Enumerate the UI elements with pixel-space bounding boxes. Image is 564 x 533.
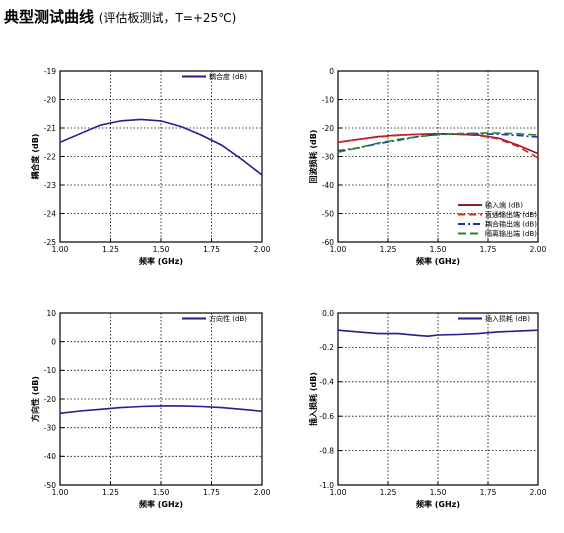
y-tick-label: -20 <box>322 124 334 133</box>
chart-1: 1.00 1.25 1.50 1.75 2.00 -19 -20 -21 -22 -23 -24 -2… <box>30 67 271 266</box>
series-line-1 <box>337 132 539 155</box>
y-tick-label: -40 <box>44 452 56 461</box>
y-tick-label: -0.6 <box>319 412 334 421</box>
y-tick-label: -10 <box>44 366 56 375</box>
x-tick-label: 1.50 <box>153 488 170 497</box>
legend-label: 隔离输出端 (dB) <box>485 229 537 238</box>
series-line-4 <box>337 132 539 153</box>
y-axis-label: 耦合度 (dB) <box>30 134 40 180</box>
y-tick-label: -30 <box>44 423 56 432</box>
legend: 输入端 (dB)直通输出端 (dB)耦合输出端 (dB)隔离输出端 (dB) <box>458 201 537 238</box>
y-axis-label: 插入损耗 (dB) <box>308 372 318 426</box>
y-axis-label: 回波损耗 (dB) <box>308 130 318 184</box>
chart-4: 1.00 1.25 1.50 1.75 2.00 0.0 -0.2 -0.4 -0.6 -0.8 -… <box>308 309 547 509</box>
x-tick-label: 1.25 <box>380 245 397 254</box>
x-tick-label: 2.00 <box>254 488 271 497</box>
x-tick-label: 1.00 <box>330 488 347 497</box>
grid <box>338 71 538 242</box>
legend-label: 直通输出端 (dB) <box>485 210 537 219</box>
y-tick-label: -50 <box>44 481 56 490</box>
y-tick-label: -60 <box>322 238 334 247</box>
chart-3: 1.00 1.25 1.50 1.75 2.00 10 0 -10 -20 -30 -40 -50 频率… <box>30 309 271 509</box>
y-tick-label: -0.2 <box>319 343 334 352</box>
y-tick-label: -21 <box>44 124 56 133</box>
x-axis-label: 频率 (GHz) <box>139 256 183 266</box>
series-line-1 <box>59 118 263 176</box>
chart-2: 1.00 1.25 1.50 1.75 2.00 0 -10 -20 -30 -40 -50 -60 频… <box>308 67 547 266</box>
legend-label: 输入端 (dB) <box>485 201 523 210</box>
y-tick-label: -19 <box>44 67 56 76</box>
y-tick-label: -1.0 <box>319 481 334 490</box>
y-tick-label: -50 <box>322 209 334 218</box>
x-axis-label: 频率 (GHz) <box>416 256 460 266</box>
y-tick-label: -40 <box>322 181 334 190</box>
grid <box>60 313 262 485</box>
y-tick-label: -30 <box>322 152 334 161</box>
series-line-1 <box>59 405 263 415</box>
x-tick-label: 1.50 <box>153 245 170 254</box>
legend: 耦合度 (dB) <box>182 72 247 81</box>
y-tick-label: 0 <box>329 67 334 76</box>
y-tick-label: 0.0 <box>322 309 334 318</box>
x-tick-label: 1.25 <box>102 488 119 497</box>
legend-label: 耦合输出端 (dB) <box>485 220 537 229</box>
x-tick-label: 2.00 <box>530 488 547 497</box>
page-title: 典型测试曲线 (评估板测试，T=+25℃) <box>4 6 236 27</box>
y-axis-label: 方向性 (dB) <box>30 376 40 422</box>
x-tick-label: 1.75 <box>203 488 220 497</box>
y-tick-label: -20 <box>44 395 56 404</box>
x-tick-label: 1.50 <box>430 245 447 254</box>
y-tick-label: -25 <box>44 238 56 247</box>
legend-label: 方向性 (dB) <box>209 314 247 323</box>
y-tick-label: -10 <box>322 95 334 104</box>
x-tick-label: 1.00 <box>52 245 69 254</box>
x-tick-label: 1.00 <box>330 245 347 254</box>
grid <box>60 71 262 242</box>
x-axis-label: 频率 (GHz) <box>416 499 460 509</box>
x-tick-label: 1.75 <box>480 245 497 254</box>
legend-label: 耦合度 (dB) <box>209 72 247 81</box>
page-title-sub: (评估板测试，T=+25℃) <box>98 11 237 25</box>
x-tick-label: 1.00 <box>52 488 69 497</box>
x-tick-label: 1.25 <box>380 488 397 497</box>
legend: 方向性 (dB) <box>182 314 247 323</box>
y-tick-label: -0.8 <box>319 446 334 455</box>
legend-label: 插入损耗 (dB) <box>485 314 530 323</box>
x-tick-label: 1.50 <box>430 488 447 497</box>
y-tick-label: -0.4 <box>319 378 334 387</box>
x-tick-label: 1.75 <box>480 488 497 497</box>
y-tick-label: 0 <box>51 337 56 346</box>
legend: 插入损耗 (dB) <box>458 314 530 323</box>
x-axis-label: 频率 (GHz) <box>139 499 183 509</box>
series-line-1 <box>337 329 539 338</box>
y-tick-label: -24 <box>44 209 56 218</box>
y-tick-label: 10 <box>46 309 56 318</box>
x-tick-label: 2.00 <box>254 245 271 254</box>
x-tick-label: 1.25 <box>102 245 119 254</box>
y-tick-label: -22 <box>44 152 56 161</box>
x-tick-label: 1.75 <box>203 245 220 254</box>
x-tick-label: 2.00 <box>530 245 547 254</box>
grid <box>338 313 538 485</box>
y-tick-label: -20 <box>44 95 56 104</box>
y-tick-label: -23 <box>44 181 56 190</box>
page-title-main: 典型测试曲线 <box>4 8 95 26</box>
